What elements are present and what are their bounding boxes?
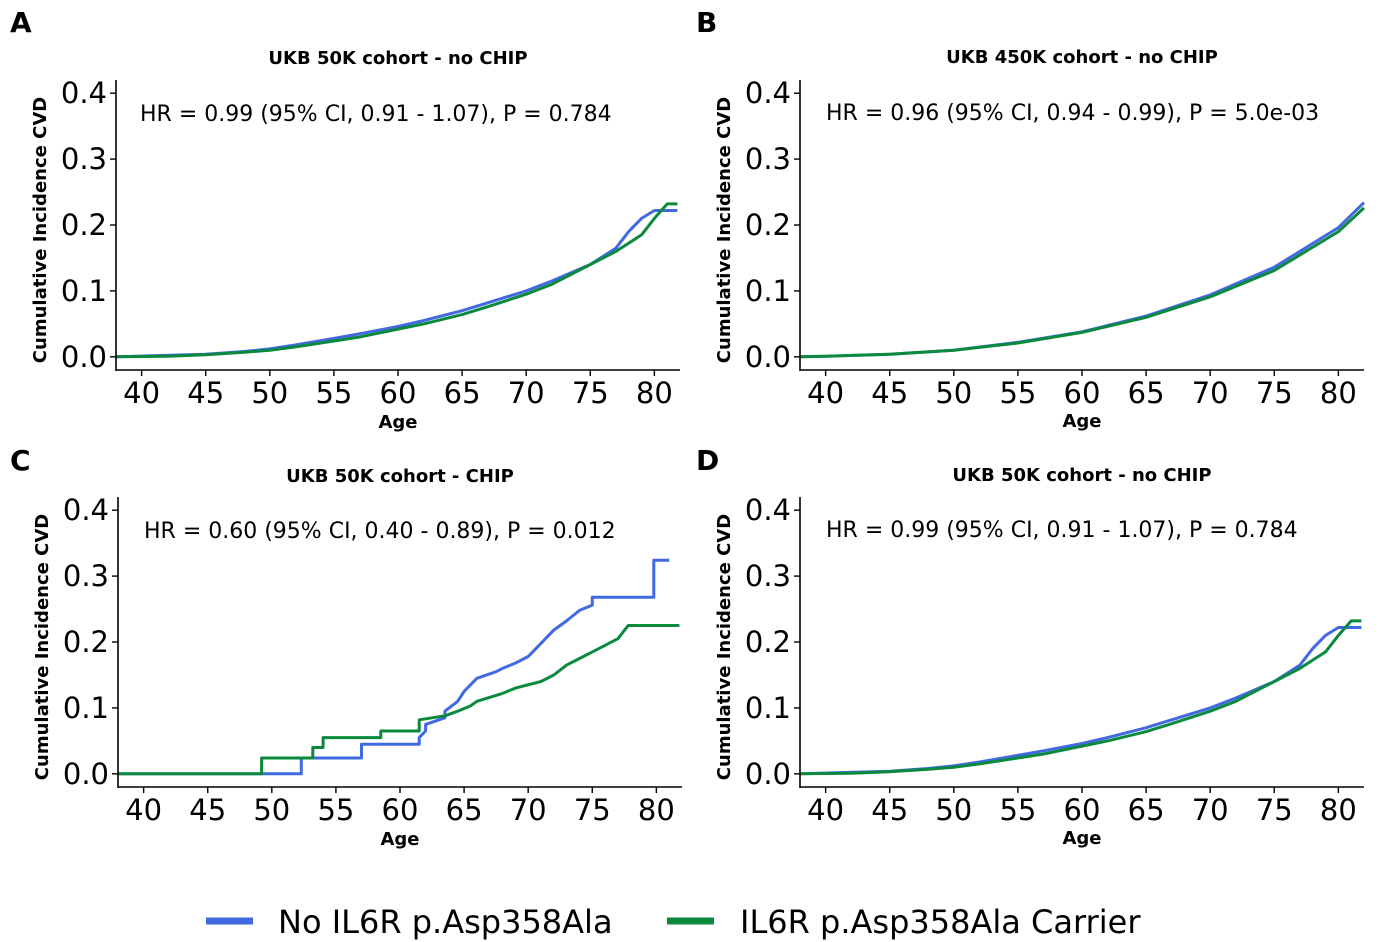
y-tick-label: 0.0 bbox=[745, 340, 791, 374]
x-tick-label: 40 bbox=[125, 793, 162, 827]
x-tick-label: 65 bbox=[1128, 793, 1165, 827]
panel-letter: B bbox=[696, 6, 717, 39]
legend-item: IL6R p.Asp358Ala Carrier bbox=[667, 903, 1141, 941]
y-tick-label: 0.4 bbox=[63, 493, 109, 527]
panel-title: UKB 50K cohort - no CHIP bbox=[268, 48, 527, 69]
series-line-no-il6r bbox=[115, 209, 678, 359]
legend-item: No IL6R p.Asp358Ala bbox=[206, 903, 613, 941]
y-tick-label: 0.1 bbox=[61, 274, 107, 308]
x-tick-label: 80 bbox=[1320, 376, 1357, 410]
x-tick-label: 60 bbox=[1064, 376, 1101, 410]
legend-label: IL6R p.Asp358Ala Carrier bbox=[740, 903, 1141, 941]
series-line-no-il6r bbox=[799, 626, 1362, 776]
x-tick-label: 40 bbox=[807, 793, 844, 827]
y-axis-label: Cumulative Incidence CVD bbox=[714, 97, 735, 363]
series-line-il6r-carrier bbox=[799, 206, 1366, 359]
y-axis-label: Cumulative Incidence CVD bbox=[30, 97, 51, 363]
x-tick-label: 65 bbox=[446, 793, 483, 827]
x-tick-label: 75 bbox=[572, 376, 609, 410]
x-tick-label: 45 bbox=[189, 793, 226, 827]
x-tick-label: 70 bbox=[510, 793, 547, 827]
panel-d: D UKB 50K cohort - no CHIP 0.0 0.1 0.2 0.3 0.4… bbox=[696, 444, 1364, 849]
x-tick-label: 45 bbox=[187, 376, 224, 410]
x-tick-label: 65 bbox=[444, 376, 481, 410]
y-tick-label: 0.2 bbox=[745, 625, 791, 659]
hr-annotation: HR = 0.99 (95% CI, 0.91 - 1.07), P = 0.7… bbox=[140, 102, 612, 127]
panel-title: UKB 450K cohort - no CHIP bbox=[946, 47, 1218, 68]
x-tick-label: 40 bbox=[807, 376, 844, 410]
y-tick-label: 0.3 bbox=[61, 142, 107, 176]
y-tick-label: 0.1 bbox=[745, 691, 791, 725]
y-tick-label: 0.0 bbox=[61, 340, 107, 374]
y-tick-label: 0.3 bbox=[63, 559, 109, 593]
x-tick-label: 60 bbox=[380, 376, 417, 410]
x-tick-label: 70 bbox=[1192, 793, 1229, 827]
x-tick-label: 45 bbox=[871, 376, 908, 410]
y-tick-label: 0.2 bbox=[61, 208, 107, 242]
x-tick-label: 75 bbox=[1256, 793, 1293, 827]
x-axis-label: Age bbox=[378, 412, 417, 433]
hr-annotation: HR = 0.60 (95% CI, 0.40 - 0.89), P = 0.0… bbox=[144, 519, 616, 544]
x-tick-label: 80 bbox=[638, 793, 675, 827]
y-axis-label: Cumulative Incidence CVD bbox=[32, 514, 53, 780]
x-tick-label: 45 bbox=[871, 793, 908, 827]
x-tick-label: 80 bbox=[636, 376, 673, 410]
series-line-no-il6r bbox=[118, 558, 670, 776]
series-line-il6r-carrier bbox=[799, 619, 1362, 776]
panels: A UKB 50K cohort - no CHIP 0.0 0.1 0.2 0.3 0.4… bbox=[10, 6, 1366, 850]
x-tick-label: 75 bbox=[574, 793, 611, 827]
x-tick-label: 80 bbox=[1320, 793, 1357, 827]
y-tick-label: 0.4 bbox=[745, 493, 791, 527]
x-tick-label: 60 bbox=[382, 793, 419, 827]
x-tick-label: 70 bbox=[508, 376, 545, 410]
y-tick-label: 0.0 bbox=[63, 757, 109, 791]
panel-letter: D bbox=[696, 444, 719, 477]
hr-annotation: HR = 0.99 (95% CI, 0.91 - 1.07), P = 0.7… bbox=[826, 518, 1298, 543]
x-tick-label: 50 bbox=[253, 793, 290, 827]
x-tick-label: 50 bbox=[935, 793, 972, 827]
panel-letter: C bbox=[10, 444, 31, 477]
y-tick-label: 0.3 bbox=[745, 559, 791, 593]
x-tick-label: 55 bbox=[317, 793, 354, 827]
x-tick-label: 55 bbox=[999, 793, 1036, 827]
x-tick-label: 40 bbox=[123, 376, 160, 410]
y-tick-label: 0.4 bbox=[745, 76, 791, 110]
y-tick-label: 0.2 bbox=[745, 208, 791, 242]
x-tick-label: 65 bbox=[1128, 376, 1165, 410]
x-tick-label: 70 bbox=[1192, 376, 1229, 410]
y-tick-label: 0.4 bbox=[61, 76, 107, 110]
series-line-il6r-carrier bbox=[118, 624, 680, 776]
x-axis-label: Age bbox=[1062, 828, 1101, 849]
hr-annotation: HR = 0.96 (95% CI, 0.94 - 0.99), P = 5.0… bbox=[826, 101, 1319, 126]
panel-c: C UKB 50K cohort - CHIP 0.0 0.1 0.2 0.3 0.4 40 4… bbox=[10, 444, 682, 850]
y-tick-label: 0.1 bbox=[745, 274, 791, 308]
x-tick-label: 75 bbox=[1256, 376, 1293, 410]
x-tick-label: 55 bbox=[315, 376, 352, 410]
panel-letter: A bbox=[10, 6, 32, 39]
legend: No IL6R p.Asp358Ala IL6R p.Asp358Ala Carr… bbox=[206, 903, 1141, 941]
panel-a: A UKB 50K cohort - no CHIP 0.0 0.1 0.2 0.3 0.4… bbox=[10, 6, 680, 433]
series-line-il6r-carrier bbox=[115, 202, 678, 359]
x-tick-label: 55 bbox=[999, 376, 1036, 410]
panel-title: UKB 50K cohort - CHIP bbox=[286, 466, 514, 487]
panel-b: B UKB 450K cohort - no CHIP 0.0 0.1 0.2 0.3 0.… bbox=[696, 6, 1366, 432]
y-tick-label: 0.3 bbox=[745, 142, 791, 176]
y-tick-label: 0.0 bbox=[745, 757, 791, 791]
x-axis-label: Age bbox=[380, 829, 419, 850]
x-tick-label: 50 bbox=[935, 376, 972, 410]
y-tick-label: 0.1 bbox=[63, 691, 109, 725]
y-axis-label: Cumulative Incidence CVD bbox=[714, 514, 735, 780]
x-tick-label: 60 bbox=[1064, 793, 1101, 827]
panel-title: UKB 50K cohort - no CHIP bbox=[952, 465, 1211, 486]
x-tick-label: 50 bbox=[251, 376, 288, 410]
x-axis-label: Age bbox=[1062, 411, 1101, 432]
y-tick-label: 0.2 bbox=[63, 625, 109, 659]
legend-label: No IL6R p.Asp358Ala bbox=[278, 903, 613, 941]
